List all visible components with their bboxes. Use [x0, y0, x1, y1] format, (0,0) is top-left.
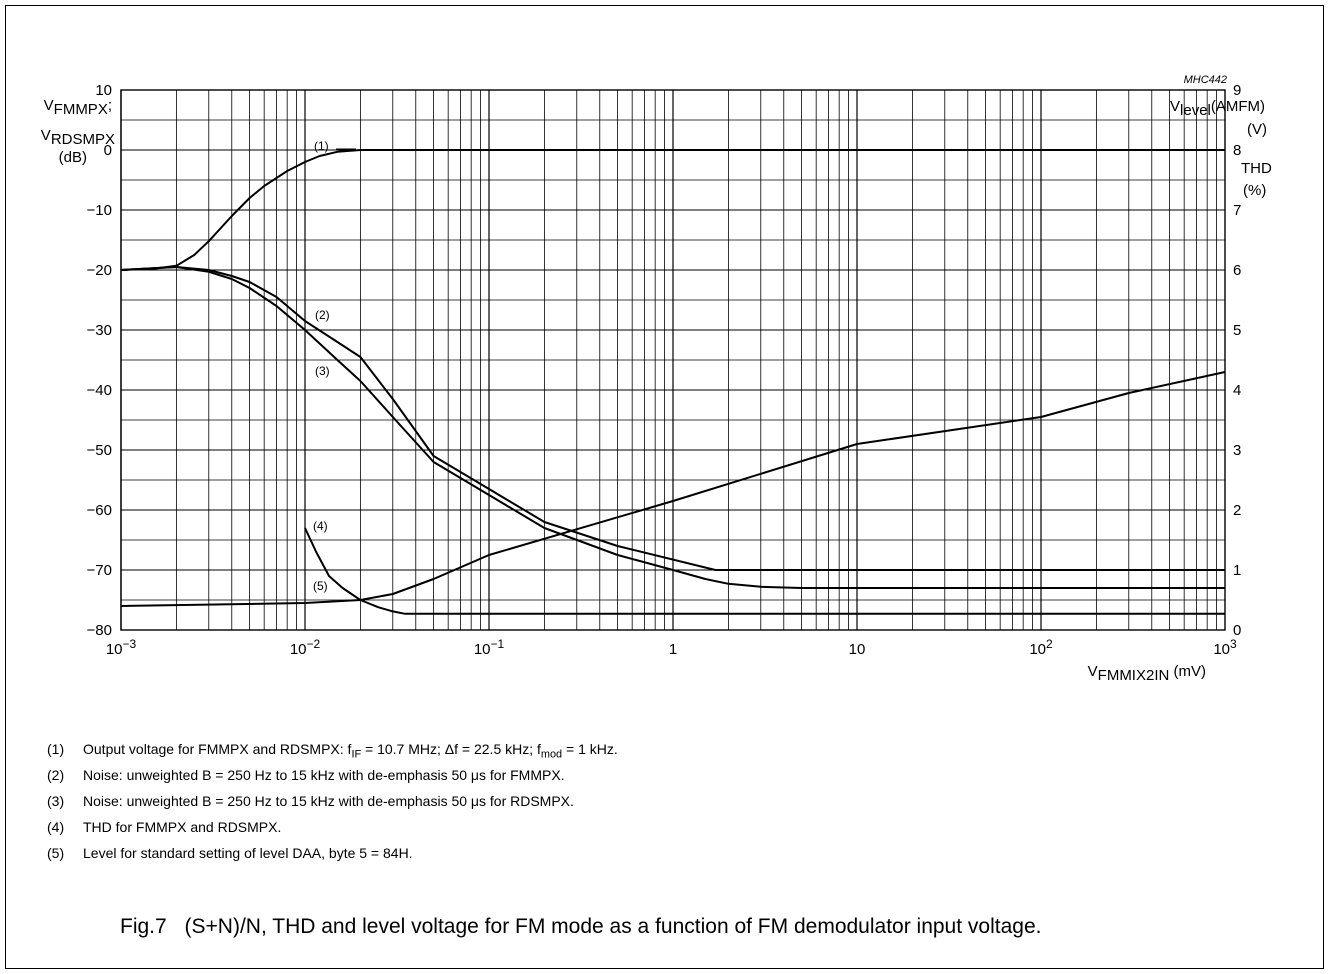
plot-border — [120, 89, 1226, 631]
y-axis-title-symbol: V — [41, 127, 51, 144]
series-line — [120, 149, 1225, 271]
chart-grid — [120, 89, 1226, 631]
x-axis-title: VFMMIX2IN (mV) — [1088, 663, 1206, 684]
y-axis-title-left-line2: VRDSMPX — [41, 127, 115, 148]
x-tick-label: 10−2 — [290, 637, 321, 658]
y-tick-label-right: 3 — [1233, 442, 1241, 459]
y-tick-label-right: 0 — [1233, 622, 1241, 639]
x-tick-base: 10 — [290, 641, 307, 658]
y-tick-label-left: −10 — [87, 202, 112, 219]
caption-text: (S+N)/N, THD and level voltage for FM mo… — [184, 915, 1042, 938]
series-label: (5) — [313, 579, 328, 593]
note-number: (1) — [47, 741, 65, 757]
note-text: Noise: unweighted B = 250 Hz to 15 kHz w… — [83, 793, 574, 809]
y-tick-label-left: −20 — [87, 262, 112, 279]
series-label: (4) — [313, 519, 328, 533]
y-axis-title-subscript: level — [1180, 102, 1211, 119]
note-text: Level for standard setting of level DAA,… — [83, 845, 413, 861]
note-text: Output voltage for FMMPX and RDSMPX: f — [83, 741, 352, 757]
y-axis-title-symbol: V — [44, 97, 54, 114]
note-item: (4) THD for FMMPX and RDSMPX. — [47, 819, 618, 845]
x-tick-label: 102 — [1029, 637, 1053, 658]
y-tick-label-left: 10 — [95, 82, 112, 99]
y-axis-title-left-line1: VFMMPX; — [44, 97, 112, 118]
notes-list: (1) Output voltage for FMMPX and RDSMPX: … — [47, 741, 618, 871]
series-line — [120, 266, 1225, 589]
note-item: (1) Output voltage for FMMPX and RDSMPX: … — [47, 741, 618, 767]
note-number: (4) — [47, 819, 65, 835]
caption-figure-number: Fig.7 — [120, 915, 167, 938]
y-axis-title-separator: ; — [108, 97, 112, 114]
x-tick-label: 10−1 — [474, 637, 505, 658]
y-axis-title-right-line1: Vlevel(AMFM) — [1170, 98, 1265, 119]
y-axis-title-subscript: RDSMPX — [51, 131, 115, 148]
series-label: (1) — [314, 139, 329, 153]
y-tick-label-left: 0 — [104, 142, 112, 159]
x-axis-title-subscript: FMMIX2IN — [1098, 667, 1170, 684]
x-tick-label: 10 — [849, 641, 866, 658]
y-tick-label-right: 5 — [1233, 322, 1241, 339]
note-text: = 10.7 MHz; Δf = 22.5 kHz; f — [361, 741, 541, 757]
x-tick-base: 10 — [1213, 641, 1230, 658]
series-label: (3) — [315, 364, 330, 378]
figure-caption: Fig.7 (S+N)/N, THD and level voltage for… — [120, 915, 1041, 939]
y-tick-label-right: 4 — [1233, 382, 1241, 399]
y-tick-label-right: 1 — [1233, 562, 1241, 579]
x-tick-base: 10 — [474, 641, 491, 658]
y-tick-label-left: −70 — [87, 562, 112, 579]
y-axis-title-symbol: V — [1170, 98, 1180, 115]
y-axis-title-subscript: FMMPX — [54, 101, 108, 118]
y-axis-title-left-unit: (dB) — [59, 149, 87, 166]
y-tick-label-left: −30 — [87, 322, 112, 339]
note-text: Noise: unweighted B = 250 Hz to 15 kHz w… — [83, 767, 565, 783]
x-tick-exponent: −2 — [307, 637, 321, 651]
note-subscript: IF — [351, 748, 362, 761]
chart-text: (1)(2)(3)(4)(5)100−10−20−30−40−50−60−70−… — [41, 74, 1272, 684]
y-tick-label-left: −60 — [87, 502, 112, 519]
y-tick-label-right: 9 — [1233, 82, 1241, 99]
x-tick-label: 1 — [669, 641, 677, 658]
x-tick-exponent: 3 — [1230, 637, 1237, 651]
y-tick-label-left: −50 — [87, 442, 112, 459]
x-tick-base: 10 — [1029, 641, 1046, 658]
note-number: (3) — [47, 793, 65, 809]
series-line — [120, 266, 1225, 571]
note-subscript: mod — [540, 748, 563, 761]
note-text: = 1 kHz. — [562, 741, 618, 757]
figure-frame — [5, 5, 1324, 969]
y-tick-label-right: 8 — [1233, 142, 1241, 159]
note-item: (3) Noise: unweighted B = 250 Hz to 15 kH… — [47, 793, 618, 819]
x-tick-base: 10 — [106, 641, 123, 658]
x-tick-label: 103 — [1213, 637, 1237, 658]
y-axis-title-suffix: (AMFM) — [1211, 98, 1265, 115]
y-tick-label-right: 2 — [1233, 502, 1241, 519]
y-tick-label-right: 7 — [1233, 202, 1241, 219]
y-tick-label-right: 6 — [1233, 262, 1241, 279]
y-axis-title-right-thd-unit: (%) — [1243, 182, 1266, 199]
chart: (1)(2)(3)(4)(5)100−10−20−30−40−50−60−70−… — [41, 74, 1272, 684]
note-text: THD for FMMPX and RDSMPX. — [83, 819, 282, 835]
x-tick-exponent: 2 — [1046, 637, 1053, 651]
figure-code: MHC442 — [1184, 74, 1227, 86]
y-tick-label-left: −80 — [87, 622, 112, 639]
x-tick-exponent: −3 — [123, 637, 137, 651]
x-tick-exponent: −1 — [491, 637, 505, 651]
y-axis-title-right-thd: THD — [1241, 160, 1272, 177]
note-item: (5) Level for standard setting of level D… — [47, 845, 618, 871]
series-label: (2) — [315, 308, 330, 322]
y-tick-label-left: −40 — [87, 382, 112, 399]
note-number: (5) — [47, 845, 65, 861]
series-line — [120, 371, 1226, 607]
x-axis-title-symbol: V — [1088, 663, 1098, 680]
note-number: (2) — [47, 767, 65, 783]
x-tick-label: 10−3 — [106, 637, 137, 658]
chart-series — [120, 149, 1226, 615]
y-axis-title-right-unit: (V) — [1247, 121, 1267, 138]
x-axis-title-unit: (mV) — [1169, 663, 1206, 680]
note-item: (2) Noise: unweighted B = 250 Hz to 15 kH… — [47, 767, 618, 793]
